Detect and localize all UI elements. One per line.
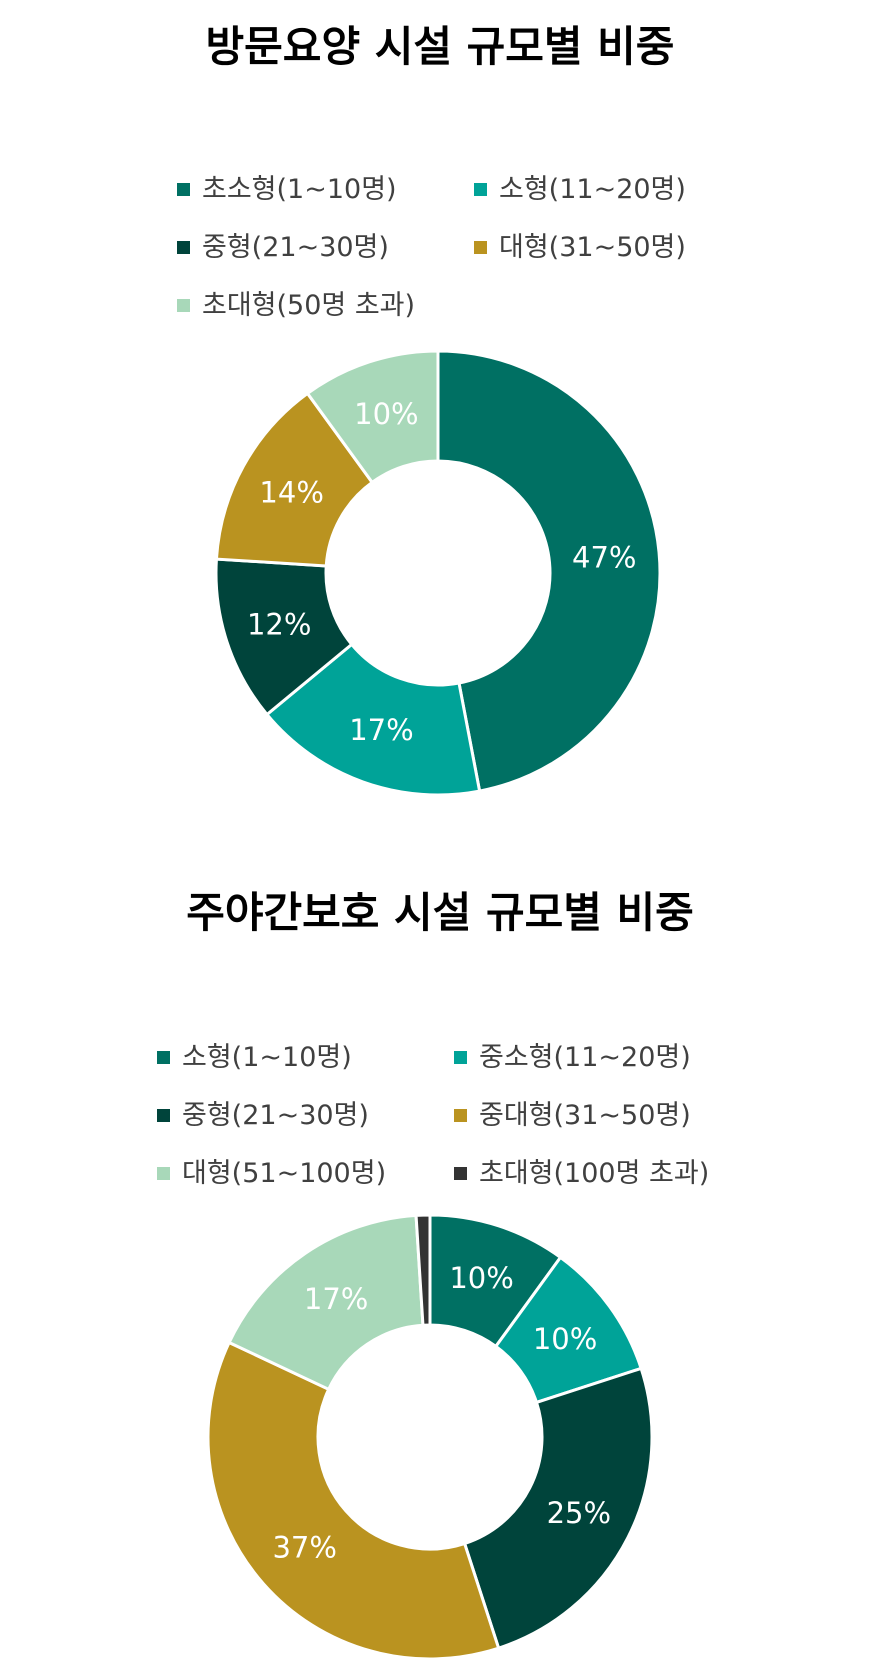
data-label: 17% [349,713,413,747]
data-label: 10% [533,1322,597,1356]
legend-swatch [177,241,190,254]
data-label: 12% [247,608,311,642]
legend-item: 중소형(11~20명) [454,1044,691,1071]
legend-label: 중소형(11~20명) [479,1042,691,1073]
legend-label: 중형(21~30명) [182,1100,369,1131]
legend-swatch [157,1109,170,1122]
legend-swatch [177,299,190,312]
donut-slice [462,1366,654,1651]
legend-label: 중형(21~30명) [202,232,389,263]
data-label: 10% [449,1261,513,1295]
legend-label: 소형(11~20명) [499,174,686,205]
legend-item: 중형(21~30명) [177,234,389,261]
data-label: 47% [572,540,636,574]
legend-swatch [177,183,190,196]
legend-item: 초소형(1~10명) [177,176,397,203]
legend-item: 소형(1~10명) [157,1044,352,1071]
chart-title: 방문요양 시설 규모별 비중 [205,22,675,71]
legend-item: 초대형(100명 초과) [454,1160,709,1187]
data-label: 17% [304,1282,368,1316]
legend-item: 소형(11~20명) [474,176,686,203]
legend-item: 대형(51~100명) [157,1160,386,1187]
legend-swatch [454,1109,467,1122]
legend-label: 소형(1~10명) [182,1042,352,1073]
data-label: 25% [547,1496,611,1530]
donut-slice [206,1340,501,1661]
data-label: 37% [272,1530,336,1564]
legend-label: 초대형(100명 초과) [479,1158,710,1189]
donut-slice [227,1213,425,1392]
chart-title: 주야간보호 시설 규모별 비중 [186,888,694,937]
legend-item: 중대형(31~50명) [454,1102,691,1129]
legend-swatch [157,1051,170,1064]
donut-chart: 47% 17% 12% 14% 10% [214,349,662,797]
donut-slice [264,642,482,797]
legend-label: 초소형(1~10명) [202,174,397,205]
legend-swatch [454,1051,467,1064]
legend-label: 대형(51~100명) [182,1158,387,1189]
chart-home-care: 방문요양 시설 규모별 비중 초소형(1~10명) 소형(11~20명) 중형(21… [0,0,880,800]
legend-item: 중형(21~30명) [157,1102,369,1129]
legend-label: 중대형(31~50명) [479,1100,691,1131]
data-label: 14% [259,476,323,510]
donut-slice [436,349,662,793]
legend-label: 초대형(50명 초과) [202,290,416,321]
legend-label: 대형(31~50명) [499,232,686,263]
legend-item: 대형(31~50명) [474,234,686,261]
legend-item: 초대형(50명 초과) [177,292,415,319]
data-label: 10% [354,397,418,431]
donut-slice [305,349,440,485]
legend-swatch [474,241,487,254]
legend-swatch [474,183,487,196]
legend-swatch [157,1167,170,1180]
donut-slice [414,1213,432,1327]
legend-swatch [454,1167,467,1180]
